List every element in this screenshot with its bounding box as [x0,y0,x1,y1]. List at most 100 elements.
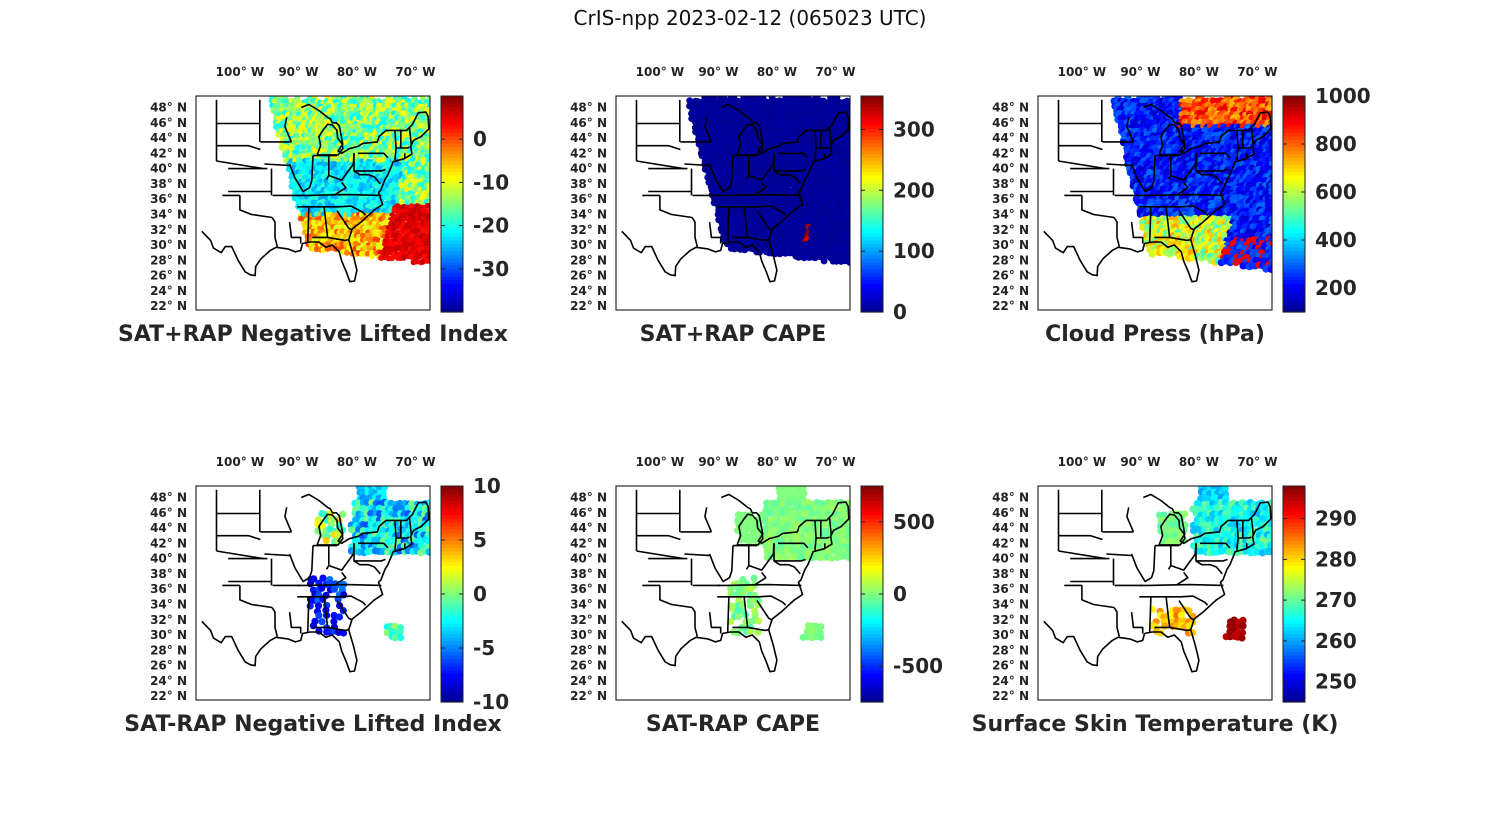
colorbar-segment [861,272,883,277]
lat-tick-label: 24° N [570,284,607,298]
colorbar-segment [861,211,883,216]
colorbar-segment [441,124,463,129]
state-border [816,146,830,149]
colorbar-segment [861,146,883,151]
lat-tick-label: 40° N [150,162,187,176]
colorbar-tick-label: 0 [473,127,487,151]
lat-tick-label: 46° N [570,116,607,130]
colorbar-segment [441,96,463,101]
data-point [846,231,850,239]
data-point [407,237,413,244]
colorbar-segment [861,121,883,126]
lon-tick-label: 80° W [757,65,797,79]
data-point [378,249,385,256]
state-border [684,163,711,167]
data-point [400,254,407,261]
lat-tick-label: 34° N [570,208,607,222]
colorbar-segment [441,283,463,288]
colorbar-segment [861,243,883,248]
colorbar-segment [861,117,883,122]
state-border [708,155,734,193]
lat-tick-label: 30° N [150,238,187,252]
colorbar-segment [861,218,883,223]
lat-tick-label: 26° N [150,269,187,283]
colorbar-segment [861,139,883,144]
data-point [404,199,411,206]
data-point [427,174,430,180]
state-border [336,210,352,231]
data-point [343,249,350,256]
panel-cloud-press: 100° W 90° W 80° W 70° W48° N46° N44° N42° … [992,65,1371,347]
colorbar-segment [861,153,883,158]
state-border [726,206,730,243]
colorbar-segment [441,294,463,299]
colorbar-tick-label: -30 [473,257,509,281]
lat-tick-label: 24° N [150,284,187,298]
map-frame [195,95,431,311]
colorbar-segment [441,103,463,108]
state-border [636,160,684,170]
colorbar-tick-label: -10 [473,170,509,194]
state-border [814,130,817,161]
state-border [408,128,413,145]
colorbar-segment [441,272,463,277]
state-border [353,153,386,172]
lat-tick-label: 46° N [150,116,187,130]
colorbar-segment [441,117,463,122]
data-point [427,242,430,248]
colorbar-segment [441,301,463,306]
data-point [397,115,404,122]
colorbar-segment [441,128,463,133]
data-point [427,161,430,167]
colorbar-segment [441,135,463,140]
colorbar-segment [861,232,883,237]
state-border [828,128,833,145]
state-border [334,181,347,196]
colorbar-segment [441,200,463,205]
state-border [717,193,802,197]
colorbar-segment [861,128,883,133]
colorbar-segment [441,142,463,147]
lat-tick-label: 44° N [150,131,187,145]
colorbar-segment [861,124,883,129]
state-border [732,206,749,239]
map-area [196,96,430,310]
colorbar-segment [441,189,463,194]
state-border [297,193,382,197]
lat-tick-label: 36° N [150,192,187,206]
colorbar-segment [861,96,883,101]
colorbar-segment [441,261,463,266]
state-border [358,152,389,159]
lat-tick-label: 26° N [570,269,607,283]
state-border [778,152,809,159]
colorbar-segment [441,114,463,119]
colorbar-segment [441,164,463,169]
lon-tick-label: 70° W [395,65,435,79]
data-point [413,227,420,234]
colorbar-segment [441,286,463,291]
data-point [427,97,430,104]
data-point [419,145,426,151]
state-borders [621,99,850,283]
lat-tick-label: 38° N [570,177,607,191]
state-border [216,144,261,151]
lat-tick-label: 42° N [570,146,607,160]
colorbar-segment [861,106,883,111]
colorbar-segment [861,250,883,255]
data-point [310,219,317,226]
data-point [301,153,308,160]
colorbar-segment [441,265,463,270]
data-point [339,118,346,125]
colorbar-segment [861,196,883,201]
colorbar-segment [861,222,883,227]
colorbar-segment [441,168,463,173]
data-point [349,219,355,226]
state-border [306,206,310,243]
state-border [353,170,381,185]
data-point [374,237,381,244]
data-point [847,219,850,226]
lat-tick-label: 44° N [570,131,607,145]
colorbar-tick-label: 0 [893,300,907,324]
colorbar-tick-label: 100 [893,239,935,263]
